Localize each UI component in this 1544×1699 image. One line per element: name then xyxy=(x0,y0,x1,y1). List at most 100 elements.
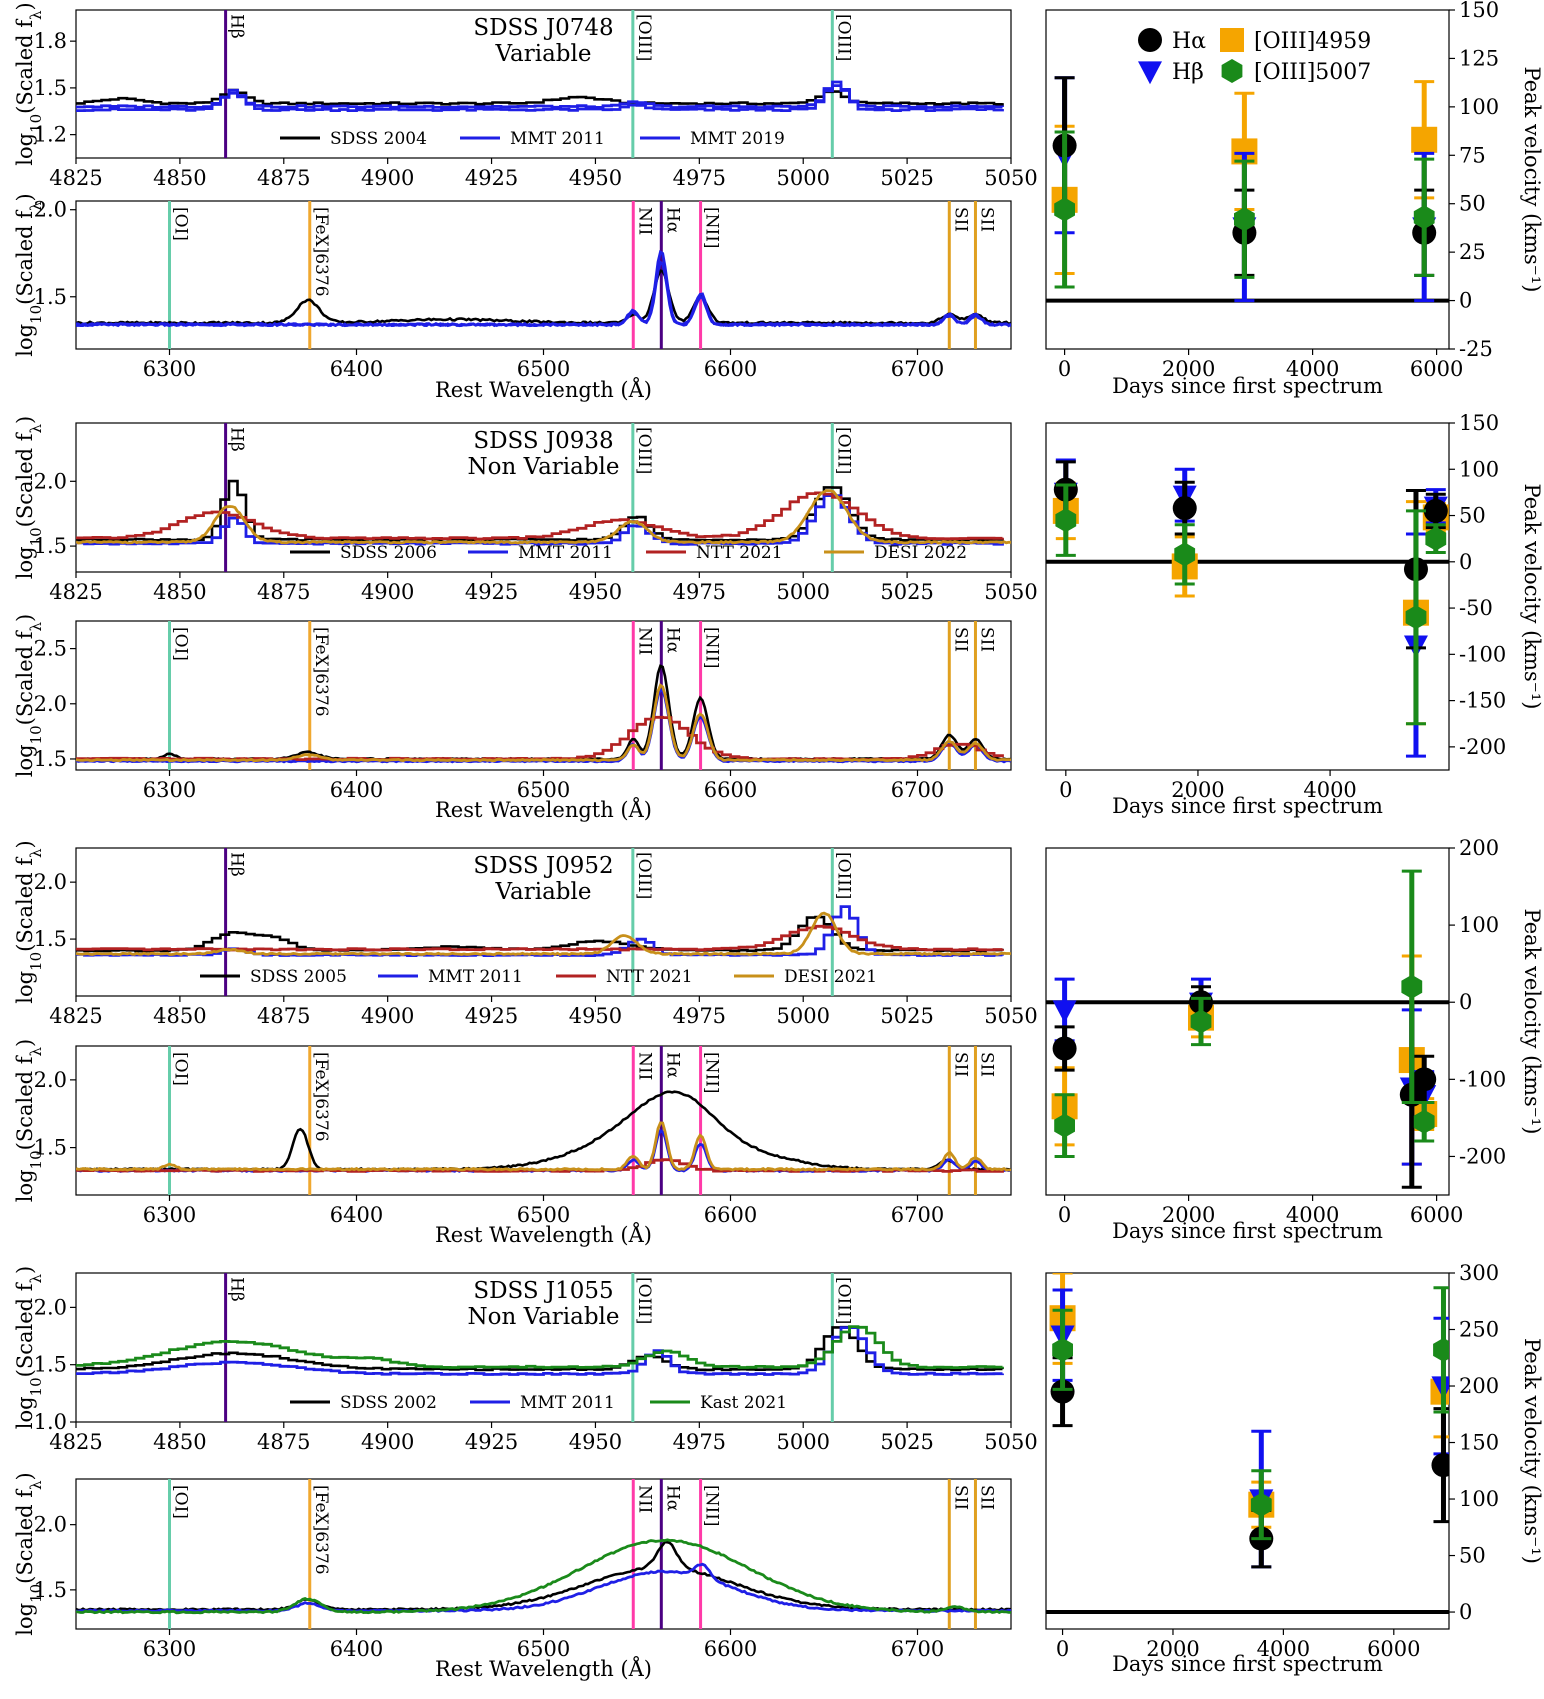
data-point xyxy=(1190,1009,1212,1034)
y-axis-label-part: ) xyxy=(13,614,37,622)
y-axis-label-part: λ xyxy=(27,1046,45,1056)
bottom-panel-x-tick-label: 6300 xyxy=(143,1203,196,1227)
bottom-spectrum-series-line xyxy=(76,664,1011,761)
bottom-panel-x-tick-label: 6500 xyxy=(517,778,570,802)
top-panel-x-tick-label: 4825 xyxy=(49,166,102,190)
velocity-panel-x-tick-label: 4000 xyxy=(1257,1637,1310,1661)
x-axis-label: Days since first spectrum xyxy=(1112,1219,1383,1243)
data-point xyxy=(1054,1113,1075,1138)
data-point xyxy=(1050,1379,1075,1404)
top-panel-y-tick-label: 2.0 xyxy=(34,870,67,894)
data-point xyxy=(1052,1000,1077,1024)
velocity-panel-y-tick-label: 100 xyxy=(1459,1487,1499,1511)
legend-entry-label: MMT 2011 xyxy=(518,543,613,563)
top-panel-x-tick-label: 5000 xyxy=(776,580,829,604)
variability-status: Variable xyxy=(495,41,592,67)
nii-label: [NII] xyxy=(702,1485,722,1527)
data-point xyxy=(1423,498,1448,523)
velocity-panel-y-tick-label: -100 xyxy=(1459,642,1506,666)
top-panel-x-tick-label: 4825 xyxy=(49,580,102,604)
velocity-panel-frame xyxy=(1045,1272,1450,1630)
velocity-panel-frame xyxy=(1045,422,1450,771)
x-axis-label: Days since first spectrum xyxy=(1112,1652,1383,1676)
top-panel-frame xyxy=(75,9,1012,159)
legend-marker xyxy=(1221,59,1243,83)
y-axis-label-part: 10 xyxy=(27,1150,45,1169)
y-axis-label: Peak velocity (kms⁻¹) xyxy=(1520,1338,1544,1564)
bottom-panel-x-tick-label: 6700 xyxy=(891,1203,944,1227)
y-axis-label-part: λ xyxy=(27,423,45,433)
velocity-panel-x-tick-label: 2000 xyxy=(1162,357,1215,381)
data-point xyxy=(1174,542,1196,567)
y-axis-label-part: 10 xyxy=(27,527,45,546)
sii-label: SII xyxy=(950,1485,970,1510)
bottom-panel-x-tick-label: 6700 xyxy=(891,357,944,381)
y-axis-label-part: log xyxy=(13,133,37,166)
y-axis-label-part: 10 xyxy=(27,1377,45,1396)
y-axis-label-part: 10 xyxy=(27,952,45,971)
data-point xyxy=(1250,1492,1272,1517)
sii-label: SII xyxy=(976,1052,996,1077)
top-panel-x-tick-label: 4925 xyxy=(465,166,518,190)
velocity-panel-x-tick-label: 4000 xyxy=(1303,778,1356,802)
top-panel-x-tick-label: 4925 xyxy=(465,1430,518,1454)
x-axis-label: Rest Wavelength (Å) xyxy=(435,797,652,822)
top-panel-x-tick-label: 5050 xyxy=(984,166,1037,190)
y-axis-label-part: ) xyxy=(13,193,37,201)
top-panel-y-tick-label: 1.0 xyxy=(34,1410,67,1434)
y-axis-label-part: 10 xyxy=(27,305,45,324)
sii-label: SII xyxy=(950,207,970,232)
top-panel-y-tick-label: 1.5 xyxy=(34,927,67,951)
y-axis-label-part: (Scaled f xyxy=(13,856,37,952)
top-panel-x-tick-label: 4900 xyxy=(361,166,414,190)
y-axis-label-part: (Scaled f xyxy=(13,1281,37,1377)
y-axis-label-part: ) xyxy=(13,1472,37,1480)
oiii-label: [OIII] xyxy=(833,1277,853,1324)
velocity-panel-y-tick-label: 50 xyxy=(1459,1544,1486,1568)
data-point xyxy=(1172,496,1197,521)
velocity-panel-y-tick-label: 0 xyxy=(1459,289,1472,313)
nii-label: [NII] xyxy=(702,1052,722,1094)
oi-label: [OI] xyxy=(171,1052,191,1086)
bottom-spectrum-series-line xyxy=(76,1540,1011,1612)
data-point xyxy=(1405,605,1427,630)
legend-entry-label: SDSS 2006 xyxy=(340,543,437,563)
top-panel-x-tick-label: 4950 xyxy=(569,580,622,604)
bottom-panel-y-tick-label: 2.5 xyxy=(34,637,67,661)
velocity-panel-x-tick-label: 2000 xyxy=(1146,1637,1199,1661)
velocity-panel-x-tick-label: 4000 xyxy=(1286,1203,1339,1227)
bottom-panel-y-tick-label: 1.5 xyxy=(34,285,67,309)
x-axis-label: Rest Wavelength (Å) xyxy=(435,377,652,402)
oiii-label: [OIII] xyxy=(634,427,654,474)
halpha-label: Hα xyxy=(662,1485,682,1512)
top-panel-y-tick-label: 2.0 xyxy=(34,469,67,493)
top-panel-x-tick-label: 4875 xyxy=(257,166,310,190)
sii-label: SII xyxy=(976,627,996,652)
panel-group-1: 4825 4850 4875 4900 4925 4950 4975 5000 5025 5050… xyxy=(13,0,1544,402)
bottom-panel-x-tick-label: 6500 xyxy=(517,1203,570,1227)
bottom-panel-x-tick-label: 6300 xyxy=(143,778,196,802)
nii-label: NII xyxy=(634,207,654,235)
top-spectrum-series-line xyxy=(76,1325,1004,1369)
top-panel-x-tick-label: 4875 xyxy=(257,1430,310,1454)
top-panel-x-tick-label: 5025 xyxy=(880,580,933,604)
bottom-panel-x-tick-label: 6600 xyxy=(704,1637,757,1661)
top-spectrum-series-line xyxy=(76,489,1011,545)
y-axis-label-part: log xyxy=(13,1603,37,1636)
y-axis-label: log10(Scaled fλ) xyxy=(13,840,45,1004)
top-panel-y-tick-label: 1.5 xyxy=(34,534,67,558)
y-axis-label-part: λ xyxy=(27,1273,45,1283)
y-axis-label-part: (Scaled f xyxy=(13,629,37,725)
data-point xyxy=(1411,126,1438,153)
velocity-panel-x-tick-label: 2000 xyxy=(1171,778,1224,802)
panel-group-4: 4825 4850 4875 4900 4925 4950 4975 5000 5025 5050… xyxy=(13,1261,1544,1681)
y-axis-label-part: (Scaled f xyxy=(13,209,37,305)
top-panel-x-tick-label: 5000 xyxy=(776,1430,829,1454)
bottom-spectrum-series-line xyxy=(76,249,1011,328)
velocity-plot xyxy=(1051,76,1438,303)
bottom-spectrum-series-line xyxy=(76,683,1011,763)
velocity-panel-y-tick-label: 25 xyxy=(1459,240,1486,264)
bottom-spectrum-series-line xyxy=(76,269,1011,326)
top-panel-y-tick-label: 1.8 xyxy=(34,29,67,53)
